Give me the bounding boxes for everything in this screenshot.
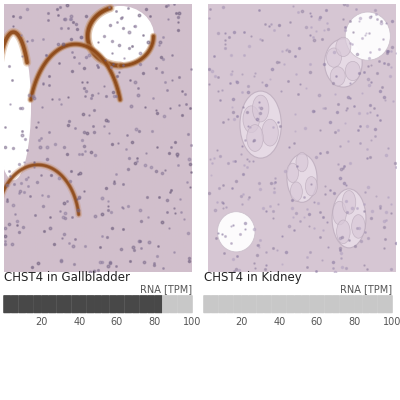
FancyBboxPatch shape: [26, 295, 34, 313]
FancyBboxPatch shape: [140, 295, 147, 313]
Text: 60: 60: [311, 316, 323, 326]
FancyBboxPatch shape: [34, 295, 42, 313]
FancyBboxPatch shape: [370, 295, 378, 313]
FancyBboxPatch shape: [11, 295, 19, 313]
Ellipse shape: [333, 201, 346, 225]
Ellipse shape: [290, 182, 302, 201]
FancyBboxPatch shape: [185, 295, 193, 313]
FancyBboxPatch shape: [71, 295, 79, 313]
FancyBboxPatch shape: [56, 295, 64, 313]
FancyBboxPatch shape: [94, 295, 102, 313]
FancyBboxPatch shape: [49, 295, 56, 313]
Ellipse shape: [0, 32, 30, 180]
FancyBboxPatch shape: [294, 295, 302, 313]
Ellipse shape: [262, 119, 278, 146]
Ellipse shape: [336, 37, 351, 56]
FancyBboxPatch shape: [302, 295, 310, 313]
Text: CHST4 in Kidney: CHST4 in Kidney: [204, 271, 302, 284]
Text: RNA [TPM]: RNA [TPM]: [140, 284, 192, 294]
Text: 40: 40: [73, 316, 85, 326]
FancyBboxPatch shape: [332, 295, 340, 313]
Text: CHST4 in Gallbladder: CHST4 in Gallbladder: [4, 271, 130, 284]
Ellipse shape: [324, 39, 362, 87]
FancyBboxPatch shape: [377, 295, 385, 313]
Ellipse shape: [330, 67, 345, 86]
FancyBboxPatch shape: [64, 295, 72, 313]
FancyBboxPatch shape: [162, 295, 170, 313]
Text: 60: 60: [111, 316, 123, 326]
Text: 40: 40: [273, 316, 285, 326]
Ellipse shape: [352, 215, 365, 238]
FancyBboxPatch shape: [3, 295, 11, 313]
Ellipse shape: [218, 212, 255, 252]
FancyBboxPatch shape: [324, 295, 332, 313]
FancyBboxPatch shape: [286, 295, 294, 313]
Text: 20: 20: [236, 316, 248, 326]
FancyBboxPatch shape: [154, 295, 162, 313]
Ellipse shape: [287, 154, 317, 202]
FancyBboxPatch shape: [264, 295, 272, 313]
Text: RNA [TPM]: RNA [TPM]: [340, 284, 392, 294]
FancyBboxPatch shape: [132, 295, 140, 313]
FancyBboxPatch shape: [177, 295, 185, 313]
FancyBboxPatch shape: [249, 295, 256, 313]
FancyBboxPatch shape: [354, 295, 362, 313]
FancyBboxPatch shape: [241, 295, 249, 313]
FancyBboxPatch shape: [41, 295, 49, 313]
Ellipse shape: [240, 91, 281, 158]
FancyBboxPatch shape: [79, 295, 87, 313]
Ellipse shape: [286, 163, 299, 182]
Ellipse shape: [247, 125, 263, 151]
Text: 80: 80: [348, 316, 360, 326]
FancyBboxPatch shape: [218, 295, 226, 313]
Ellipse shape: [88, 7, 154, 66]
FancyBboxPatch shape: [117, 295, 125, 313]
FancyBboxPatch shape: [226, 295, 234, 313]
FancyBboxPatch shape: [362, 295, 370, 313]
Ellipse shape: [326, 48, 342, 67]
FancyBboxPatch shape: [147, 295, 155, 313]
FancyBboxPatch shape: [256, 295, 264, 313]
FancyBboxPatch shape: [309, 295, 317, 313]
FancyBboxPatch shape: [271, 295, 279, 313]
Ellipse shape: [243, 106, 260, 133]
Text: 80: 80: [148, 316, 160, 326]
FancyBboxPatch shape: [170, 295, 178, 313]
FancyBboxPatch shape: [124, 295, 132, 313]
Ellipse shape: [332, 189, 366, 248]
FancyBboxPatch shape: [234, 295, 242, 313]
FancyBboxPatch shape: [109, 295, 117, 313]
Ellipse shape: [342, 190, 356, 214]
Ellipse shape: [336, 220, 350, 244]
FancyBboxPatch shape: [86, 295, 94, 313]
Ellipse shape: [252, 95, 269, 122]
FancyBboxPatch shape: [102, 295, 110, 313]
Ellipse shape: [305, 176, 318, 196]
Ellipse shape: [345, 61, 360, 81]
Ellipse shape: [296, 152, 308, 172]
FancyBboxPatch shape: [347, 295, 355, 313]
FancyBboxPatch shape: [385, 295, 393, 313]
FancyBboxPatch shape: [18, 295, 26, 313]
FancyBboxPatch shape: [317, 295, 325, 313]
FancyBboxPatch shape: [279, 295, 287, 313]
Text: 100: 100: [183, 316, 201, 326]
Text: 20: 20: [36, 316, 48, 326]
Text: 100: 100: [383, 316, 400, 326]
FancyBboxPatch shape: [211, 295, 219, 313]
Ellipse shape: [345, 12, 390, 60]
FancyBboxPatch shape: [340, 295, 347, 313]
FancyBboxPatch shape: [203, 295, 211, 313]
